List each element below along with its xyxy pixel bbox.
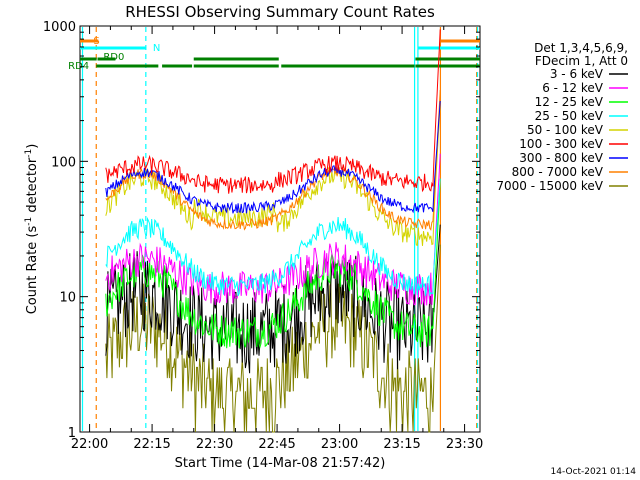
y-axis-label-mid: detector: [25, 157, 40, 217]
legend-label: 800 - 7000 keV: [512, 165, 604, 179]
x-tick-label: 22:00: [71, 437, 108, 452]
flag-bars: S N RD0 RD4: [68, 36, 480, 72]
plot-frame: [79, 25, 481, 433]
legend: Det 1,3,4,5,6,9, FDecim 1, Att 0 3 - 6 k…: [496, 41, 628, 193]
x-tick-label: 23:30: [446, 437, 483, 452]
y-axis-label-end: ): [25, 144, 40, 149]
axes: 22:00 22:15 22:30 22:45 23:00 23:15 23:30 1 10 10…: [43, 20, 483, 452]
legend-header-1: Det 1,3,4,5,6,9,: [534, 41, 628, 55]
y-tick-label: 100: [51, 155, 76, 170]
x-tick-label: 23:00: [321, 437, 358, 452]
series-line-5: [105, 29, 441, 194]
y-axis-label-main: Count Rate (s: [25, 226, 40, 315]
y-tick-label: 1: [68, 426, 76, 441]
series-line-4: [105, 101, 441, 247]
y-tick-label: 1000: [43, 20, 76, 35]
series-line-2: [105, 178, 441, 349]
chart-title: RHESSI Observing Summary Count Rates: [125, 3, 435, 21]
series-line-8: [105, 244, 441, 433]
x-tick-label: 22:30: [196, 437, 233, 452]
legend-label: 12 - 25 keV: [535, 95, 604, 109]
legend-label: 300 - 800 keV: [519, 151, 603, 165]
legend-label: 25 - 50 keV: [535, 109, 604, 123]
flag-label: N: [153, 43, 160, 54]
x-tick-label: 22:15: [133, 437, 170, 452]
legend-label: 50 - 100 keV: [527, 123, 604, 137]
x-tick-label: 22:45: [258, 437, 295, 452]
y-axis-label: Count Rate (s-1 detector-1): [24, 144, 40, 315]
legend-label: 6 - 12 keV: [542, 81, 604, 95]
footer-timestamp: 14-Oct-2021 01:14: [551, 467, 637, 477]
series-lines: [105, 29, 441, 433]
flag-label: RD4: [68, 61, 89, 72]
y-tick-label: 10: [59, 291, 76, 306]
series-line-6: [105, 100, 441, 214]
flag-label: S: [93, 36, 99, 47]
series-line-0: [105, 224, 441, 374]
legend-header-2: FDecim 1, Att 0: [535, 54, 628, 68]
legend-label: 100 - 300 keV: [519, 137, 603, 151]
y-axis-label-sup2: -1: [24, 149, 34, 158]
y-axis-label-sup1: -1: [24, 217, 34, 226]
flag-label: RD0: [103, 52, 124, 63]
legend-label: 7000 - 15000 keV: [496, 179, 603, 193]
series-line-3: [105, 178, 441, 297]
x-tick-label: 23:15: [383, 437, 420, 452]
legend-label: 3 - 6 keV: [550, 67, 604, 81]
series-line-1: [105, 153, 441, 306]
x-axis-label: Start Time (14-Mar-08 21:57:42): [175, 456, 386, 471]
